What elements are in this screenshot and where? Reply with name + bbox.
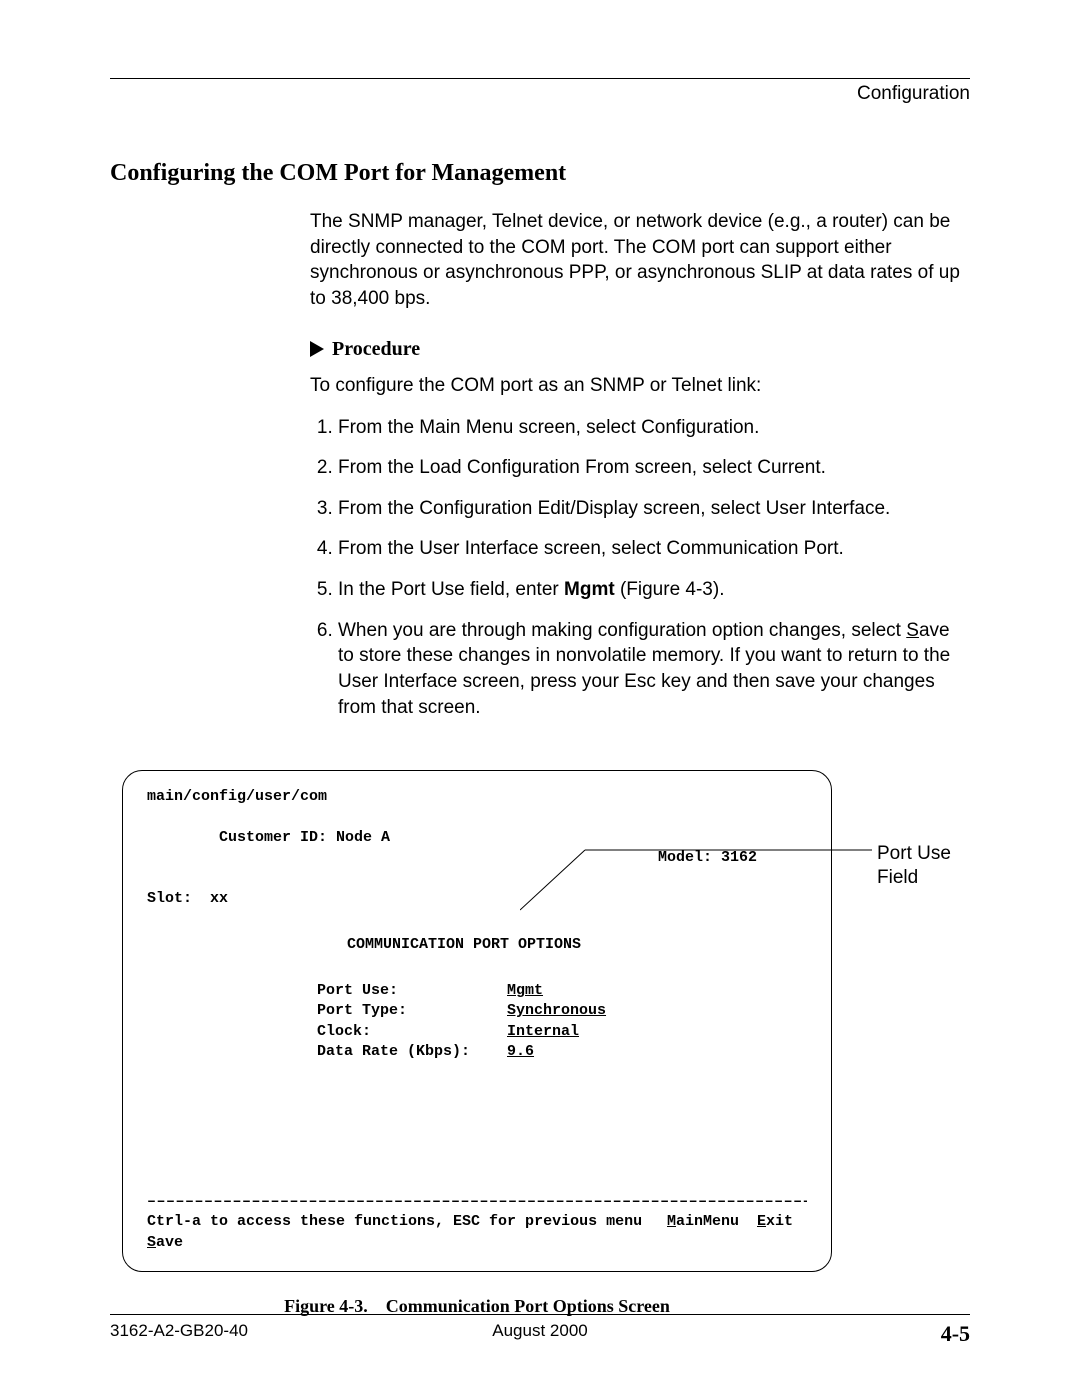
step-4: From the User Interface screen, select C…	[338, 536, 960, 562]
option-value: 9.6	[507, 1042, 534, 1062]
terminal-screen: main/config/user/com Customer ID: Node A…	[122, 770, 832, 1272]
callout-line1: Port Use	[877, 843, 951, 864]
option-port-type: Port Type: Synchronous	[317, 1001, 807, 1021]
section-title: Configuring the COM Port for Management	[110, 160, 970, 187]
terminal-mainmenu: MainMenu	[667, 1212, 757, 1232]
body: The SNMP manager, Telnet device, or netw…	[310, 209, 960, 720]
step-text: From the Load Configuration From screen,…	[338, 457, 826, 478]
rest-text: ainMenu	[676, 1213, 739, 1230]
step-text-post: (Figure 4-3).	[615, 579, 725, 600]
header-label: Configuration	[110, 83, 970, 105]
terminal-title: COMMUNICATION PORT OPTIONS	[347, 936, 581, 953]
callout-line2: Field	[877, 867, 918, 888]
footer-page-number: 4-5	[683, 1321, 970, 1347]
footer-doc-id: 3162-A2-GB20-40	[110, 1321, 397, 1347]
terminal-customer: Customer ID: Node A	[219, 829, 390, 846]
terminal-path: main/config/user/com	[147, 787, 807, 807]
header-rule	[110, 78, 970, 79]
terminal-model: Model: 3162	[658, 848, 757, 868]
option-label: Data Rate (Kbps):	[317, 1042, 507, 1062]
option-value: Mgmt	[507, 981, 543, 1001]
intro-paragraph: The SNMP manager, Telnet device, or netw…	[310, 209, 960, 312]
procedure-heading: Procedure	[310, 338, 960, 361]
terminal-divider: ––––––––––––––––––––––––––––––––––––––––…	[147, 1192, 807, 1212]
footer-date: August 2000	[397, 1321, 684, 1347]
step-1: From the Main Menu screen, select Config…	[338, 415, 960, 441]
footer: 3162-A2-GB20-40 August 2000 4-5	[110, 1314, 970, 1347]
rest-text: xit	[766, 1213, 793, 1230]
step-2: From the Load Configuration From screen,…	[338, 455, 960, 481]
procedure-label: Procedure	[332, 338, 420, 361]
terminal-help: Ctrl-a to access these functions, ESC fo…	[147, 1212, 667, 1232]
terminal-footer-row: Ctrl-a to access these functions, ESC fo…	[147, 1212, 807, 1232]
footer-rule	[110, 1314, 970, 1315]
option-value: Internal	[507, 1022, 579, 1042]
option-label: Port Type:	[317, 1001, 507, 1021]
step-text-pre: In the Port Use field, enter	[338, 579, 564, 600]
footer-row: 3162-A2-GB20-40 August 2000 4-5	[110, 1321, 970, 1347]
underline-letter: M	[667, 1213, 676, 1230]
page: Configuration Configuring the COM Port f…	[0, 0, 1080, 1397]
step-text: From the User Interface screen, select C…	[338, 538, 844, 559]
figure: main/config/user/com Customer ID: Node A…	[122, 770, 970, 1317]
option-label: Port Use:	[317, 981, 507, 1001]
terminal-title-row: COMMUNICATION PORT OPTIONS	[147, 935, 807, 955]
option-clock: Clock: Internal	[317, 1022, 807, 1042]
triangle-right-icon	[310, 341, 324, 357]
step-6: When you are through making configuratio…	[338, 618, 960, 721]
option-label: Clock:	[317, 1022, 507, 1042]
step-5: In the Port Use field, enter Mgmt (Figur…	[338, 577, 960, 603]
step-text-bold: Mgmt	[564, 579, 615, 600]
step-text-underline: S	[906, 620, 919, 641]
terminal-exit: Exit	[757, 1212, 807, 1232]
terminal-options: Port Use: Mgmt Port Type: Synchronous Cl…	[317, 981, 807, 1062]
option-value: Synchronous	[507, 1001, 606, 1021]
option-data-rate: Data Rate (Kbps): 9.6	[317, 1042, 807, 1062]
procedure-steps: From the Main Menu screen, select Config…	[310, 415, 960, 721]
step-text: From the Main Menu screen, select Config…	[338, 417, 759, 438]
rest-text: ave	[156, 1234, 183, 1251]
procedure-intro: To configure the COM port as an SNMP or …	[310, 375, 960, 397]
underline-letter: E	[757, 1213, 766, 1230]
terminal-slot: Slot: xx	[147, 889, 807, 909]
step-text: From the Configuration Edit/Display scre…	[338, 498, 890, 519]
step-3: From the Configuration Edit/Display scre…	[338, 496, 960, 522]
option-port-use: Port Use: Mgmt	[317, 981, 807, 1001]
terminal-save: Save	[147, 1233, 807, 1253]
step-text-pre: When you are through making configuratio…	[338, 620, 906, 641]
callout-label: Port Use Field	[877, 842, 951, 890]
underline-letter: S	[147, 1234, 156, 1251]
terminal-customer-row: Customer ID: Node A Model: 3162	[147, 808, 807, 889]
